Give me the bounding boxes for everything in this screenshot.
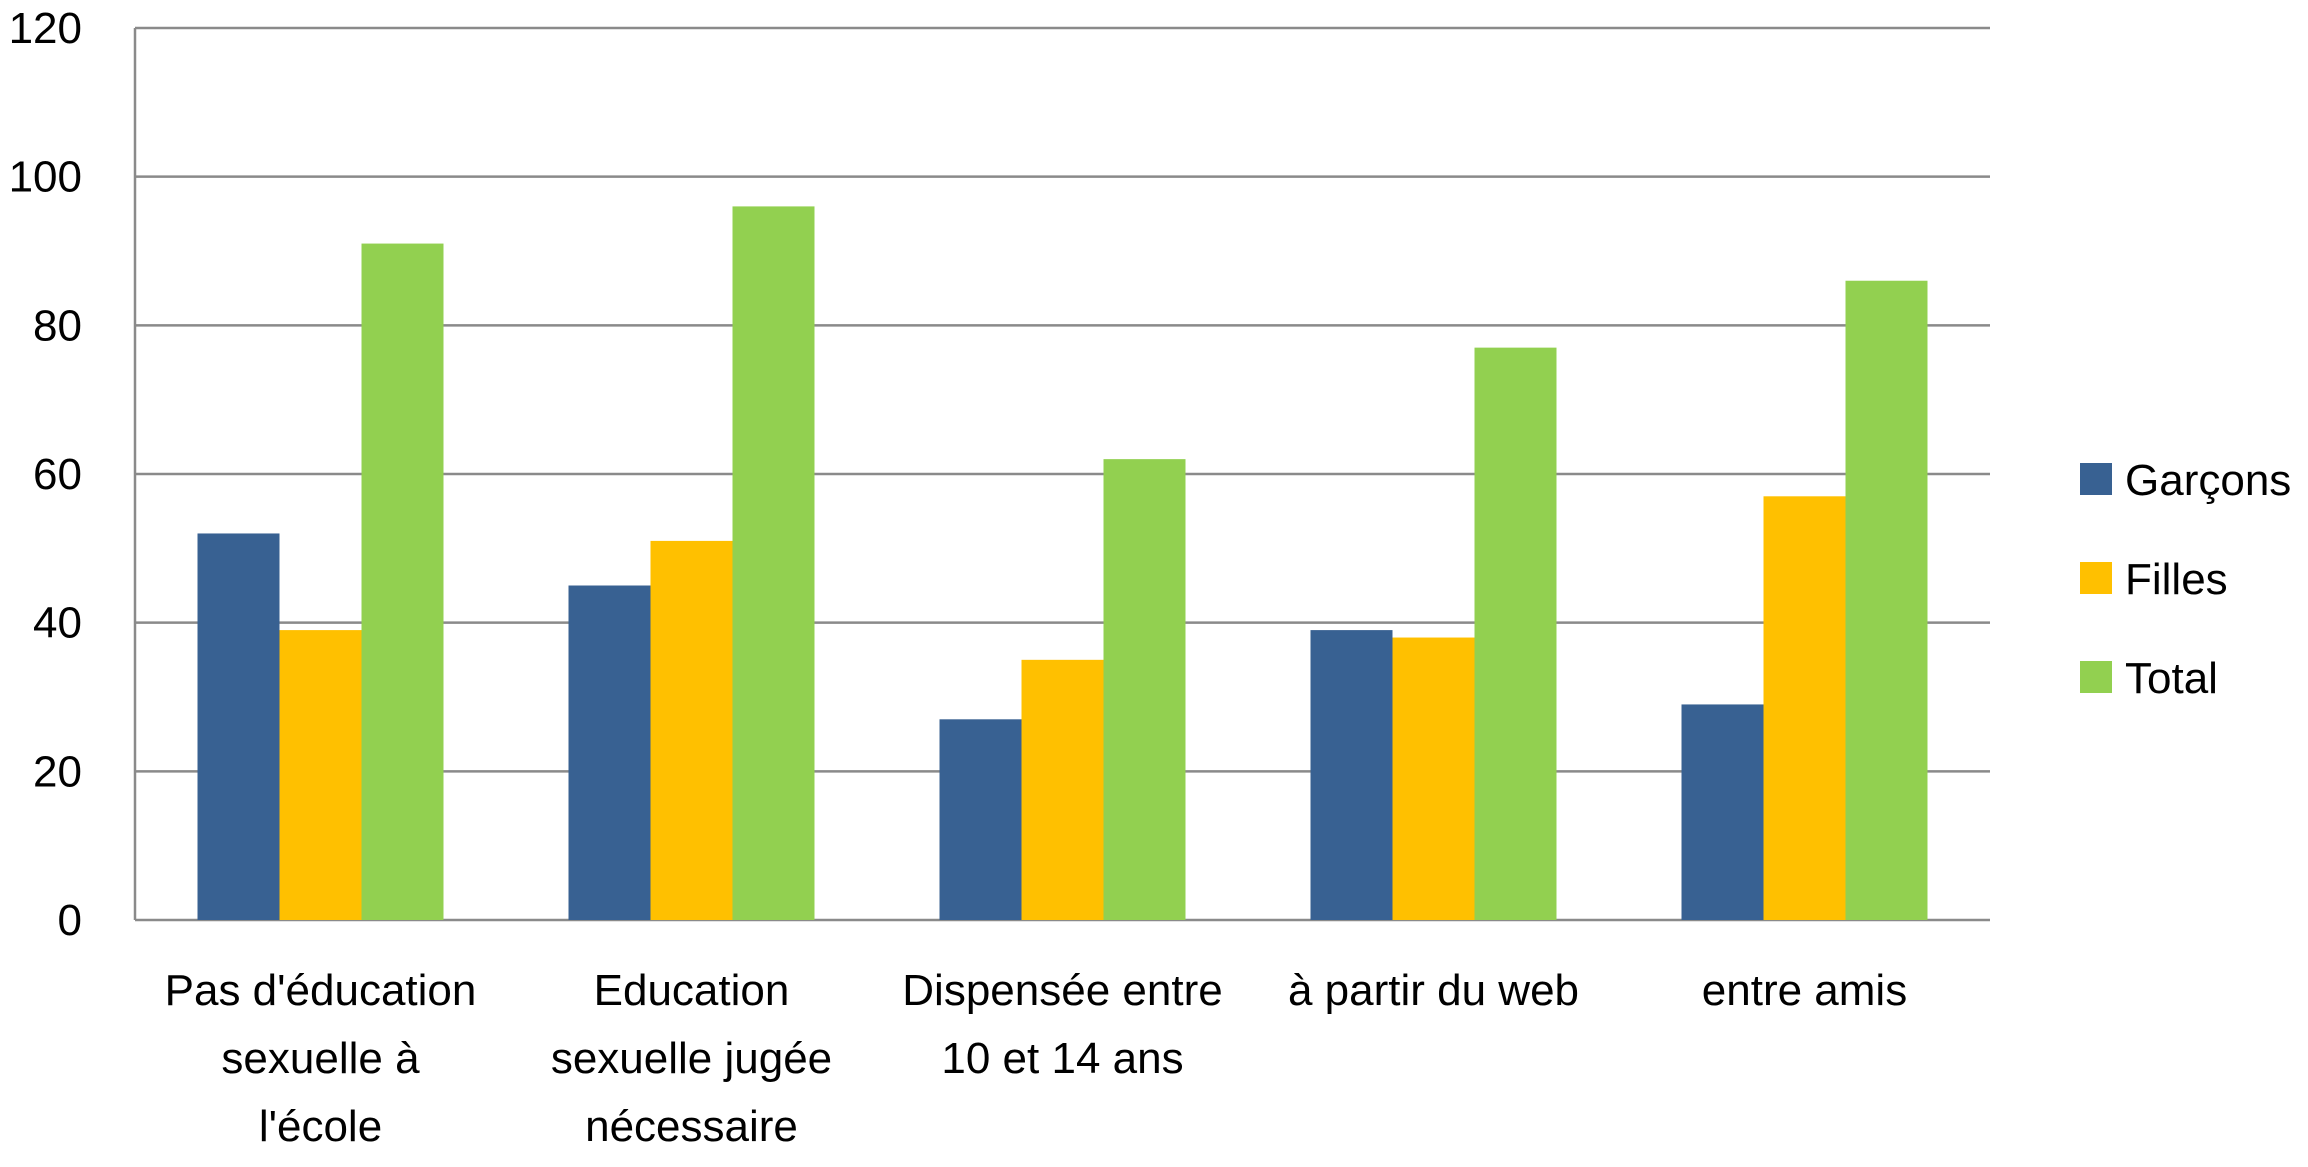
legend-label-gar-ons: Garçons (2125, 456, 2291, 505)
legend-swatch-gar-ons (2080, 463, 2112, 495)
legend-label-total: Total (2125, 654, 2218, 703)
legend-label-filles: Filles (2125, 555, 2228, 604)
y-tick-label: 100 (9, 153, 82, 202)
y-tick-label: 0 (58, 896, 82, 945)
y-tick-label: 60 (33, 450, 82, 499)
x-tick-label: Dispensée entre (902, 966, 1222, 1015)
bars (197, 206, 1928, 921)
x-tick-labels: Pas d'éducation sexuelle à l'école Educatio… (165, 966, 1908, 1151)
bar-total-4 (1845, 280, 1928, 920)
x-tick-label: Education (594, 966, 790, 1015)
bar-total-1 (732, 206, 815, 920)
x-tick-label: entre amis (1702, 966, 1907, 1015)
legend-swatch-filles (2080, 562, 2112, 594)
x-tick-label: nécessaire (585, 1102, 798, 1151)
y-tick-label: 120 (9, 4, 82, 53)
y-tick-label: 80 (33, 301, 82, 350)
y-tick-labels: 0 20 40 60 80 100 120 (9, 4, 82, 945)
bar-total-0 (361, 243, 444, 921)
bar-gar-ons-1 (568, 585, 651, 920)
x-tick-label: à partir du web (1288, 966, 1579, 1015)
bar-gar-ons-0 (197, 533, 280, 920)
legend-swatch-total (2080, 661, 2112, 693)
bar-gar-ons-2 (939, 719, 1022, 920)
x-tick-label: l'école (259, 1102, 382, 1151)
legend: Garçons Filles Total (2080, 456, 2291, 703)
bar-gar-ons-3 (1310, 630, 1393, 920)
bar-filles-3 (1392, 637, 1475, 920)
gridlines (135, 26, 1990, 773)
x-tick-label: Pas d'éducation (165, 966, 477, 1015)
bar-filles-2 (1021, 659, 1104, 920)
bar-filles-0 (279, 630, 362, 920)
bar-filles-4 (1763, 496, 1846, 920)
x-tick-label: sexuelle à (221, 1034, 420, 1083)
y-tick-label: 20 (33, 747, 82, 796)
bar-filles-1 (650, 540, 733, 920)
x-tick-label: 10 et 14 ans (941, 1034, 1183, 1083)
x-tick-label: sexuelle jugée (551, 1034, 832, 1083)
bar-gar-ons-4 (1681, 704, 1764, 920)
bar-total-3 (1474, 347, 1557, 921)
bar-total-2 (1103, 459, 1186, 920)
y-tick-label: 40 (33, 599, 82, 648)
